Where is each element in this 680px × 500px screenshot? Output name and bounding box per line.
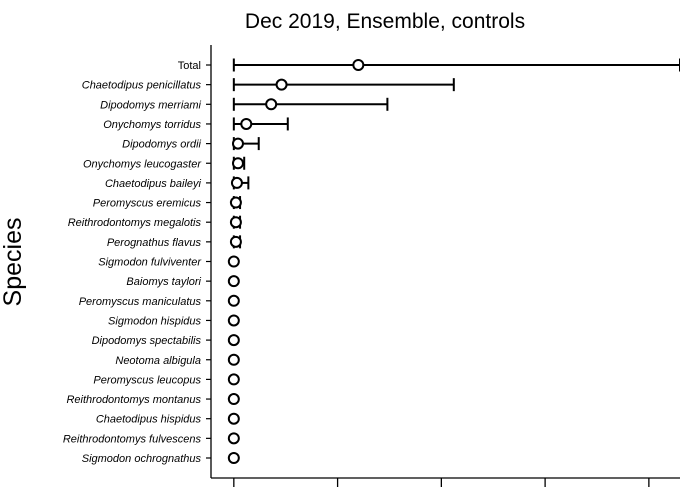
data-point [229,196,242,209]
data-point [227,452,240,464]
y-tick-label: Dipodomys spectabilis [92,335,202,347]
data-point [227,255,240,268]
y-tick-label: Reithrodontomys montanus [66,394,201,406]
data-point [227,412,240,425]
data-point [227,275,240,288]
y-tick-label: Total [178,60,201,72]
y-tick-label: Peromyscus maniculatus [79,296,202,308]
chart-title: Dec 2019, Ensemble, controls [245,10,525,33]
data-point [352,59,365,71]
y-tick-label: Dipodomys merriami [100,99,201,111]
y-tick-label: Perognathus flavus [107,237,202,249]
y-tick-label: Chaetodipus hispidus [96,414,202,426]
y-tick-label: Baiomys taylori [126,276,201,288]
data-point [227,353,240,366]
data-point [227,314,240,327]
data-point [227,373,240,386]
y-tick-label: Sigmodon hispidus [108,315,201,327]
plot-area: Total Chaetodipus penicillatus Dipodomys m… [63,45,680,487]
data-point [227,432,240,445]
data-point [229,235,242,248]
data-point [275,78,288,91]
data-point [227,393,240,406]
y-tick-label: Sigmodon fulviventer [98,257,202,269]
y-tick-label: Chaetodipus penicillatus [82,80,202,92]
y-tick-label: Neotoma albigula [115,355,201,367]
data-point [265,98,278,111]
y-tick-label: Reithrodontomys fulvescens [63,433,202,445]
y-tick-label: Onychomys torridus [103,119,201,131]
y-axis-label: Species [0,218,27,307]
data-point [231,157,244,170]
y-tick-label: Peromyscus eremicus [93,198,202,210]
data-point [240,117,253,130]
y-tick-label: Sigmodon ochrognathus [82,453,202,465]
y-tick-label: Onychomys leucogaster [83,158,202,170]
data-point [231,137,244,150]
y-tick-label: Peromyscus leucopus [93,374,201,386]
data-point [227,294,240,307]
y-tick-label: Chaetodipus baileyi [105,178,202,190]
y-tick-label: Dipodomys ordii [122,139,201,151]
y-tick-label: Reithrodontomys megalotis [68,217,202,229]
data-point [227,334,240,347]
data-point [230,176,243,189]
data-point [229,216,242,229]
